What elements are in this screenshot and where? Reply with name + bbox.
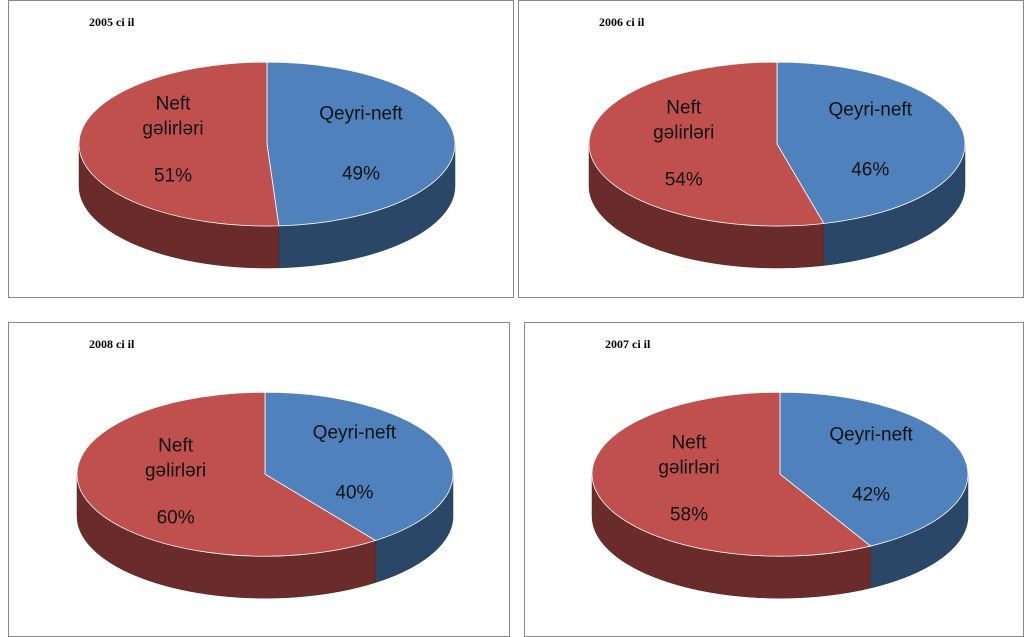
- category-label: Qeyri-neft: [828, 99, 912, 121]
- pie-slice: [76, 391, 377, 557]
- pie-chart: [78, 61, 456, 269]
- chart-title: 2006 ci il: [599, 15, 645, 29]
- value-label: 42%: [852, 484, 891, 506]
- pie-chart: [588, 61, 966, 269]
- chart-title: 2008 ci il: [89, 337, 135, 351]
- pie-slice: [591, 391, 872, 557]
- category-label: Neft gəlirləri: [142, 93, 204, 140]
- pie-chart: [76, 391, 454, 599]
- category-label: Qeyri-neft: [312, 422, 397, 444]
- category-label: Qeyri-neft: [319, 103, 403, 125]
- pie-slice: [776, 61, 966, 224]
- value-label: 60%: [156, 507, 195, 529]
- chart-panel: Qeyri-neft 42% Neft gəlirləri 58% 2007 ci il: [524, 322, 1024, 637]
- chart-panel: Qeyri-neft 46% Neft gəlirləri 54% 2006 ci il: [518, 0, 1024, 298]
- chart-panel: Qeyri-neft 49% Neft gəlirləri 51% 2005 ci il: [8, 0, 514, 298]
- chart-panel: Qeyri-neft 40% Neft gəlirləri 60% 2008 ci il: [8, 322, 510, 637]
- category-label: Neft gəlirləri: [653, 97, 715, 144]
- pie-slice: [78, 61, 280, 227]
- pie-slice: [779, 391, 969, 547]
- category-label: Qeyri-neft: [829, 424, 913, 446]
- value-label: 49%: [341, 163, 380, 185]
- pie-slice: [266, 61, 456, 227]
- chart-title: 2007 ci il: [605, 337, 651, 351]
- value-label: 46%: [851, 159, 890, 181]
- value-label: 40%: [335, 482, 374, 504]
- pie-slice: [588, 61, 825, 227]
- pie-chart: [591, 391, 969, 599]
- value-label: 58%: [669, 505, 708, 527]
- pie-slice: [264, 391, 454, 541]
- category-label: Neft gəlirləri: [144, 435, 207, 481]
- value-label: 54%: [664, 169, 703, 191]
- value-label: 51%: [154, 165, 193, 187]
- category-label: Neft gəlirləri: [658, 432, 720, 479]
- chart-title: 2005 ci il: [89, 15, 135, 29]
